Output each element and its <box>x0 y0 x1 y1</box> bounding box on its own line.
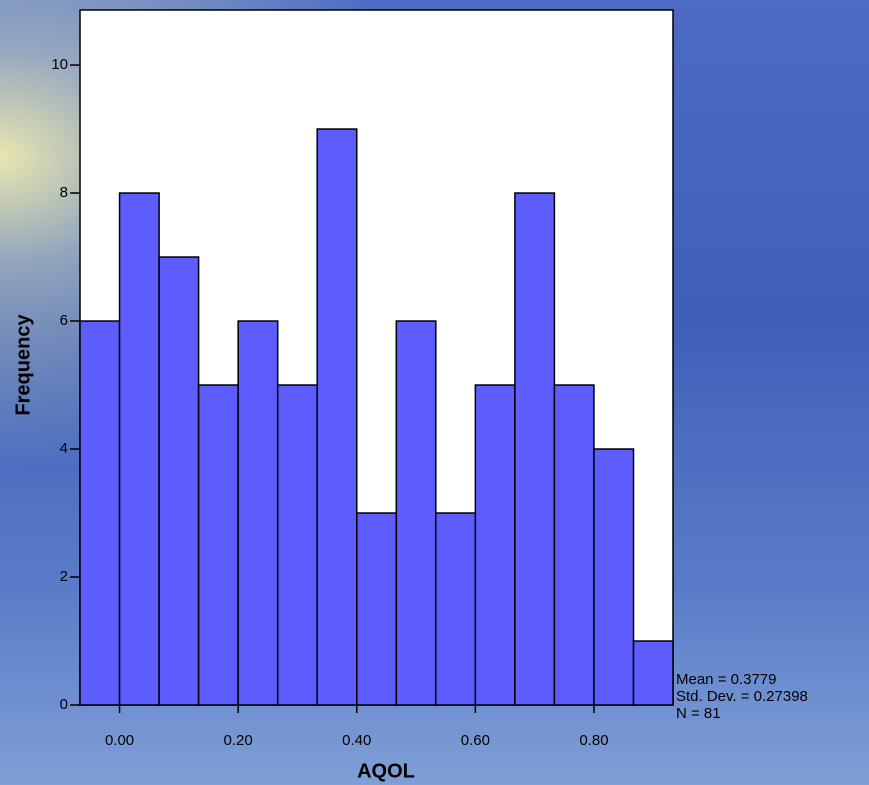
bar <box>199 385 239 705</box>
y-tick-label: 8 <box>60 184 68 201</box>
bar <box>317 129 357 705</box>
bar <box>634 641 673 705</box>
bar <box>357 513 397 705</box>
bar <box>396 321 435 705</box>
annotation: Mean = 0.3779 <box>676 671 777 688</box>
bar <box>80 321 120 705</box>
x-tick-label: 0.60 <box>461 732 490 749</box>
x-tick-label: 0.80 <box>579 732 608 749</box>
chart: AQOL Frequency 0 2 4 6 8 10 0.00 0.20 0.40 0.60 0.… <box>0 0 869 785</box>
bar <box>475 385 515 705</box>
bar <box>436 513 476 705</box>
x-tick-label: 0.20 <box>224 732 253 749</box>
y-tick-label: 0 <box>60 696 68 713</box>
bar <box>120 193 160 705</box>
y-tick-label: 6 <box>60 312 68 329</box>
y-axis-title: Frequency <box>12 314 34 416</box>
annotation: Std. Dev. = 0.27398 <box>676 688 808 705</box>
x-axis-title: AQOL <box>357 760 415 782</box>
bar <box>515 193 554 705</box>
y-tick-label: 2 <box>60 568 68 585</box>
annotation: N = 81 <box>676 705 721 722</box>
y-tick-label: 4 <box>60 440 68 457</box>
bar <box>278 385 317 705</box>
bar <box>554 385 594 705</box>
x-tick-label: 0.00 <box>105 732 134 749</box>
bar <box>159 257 198 705</box>
bar <box>594 449 634 705</box>
y-tick-label: 10 <box>51 56 68 73</box>
page: {"chart_data": {"type": "histogram", "x_… <box>0 0 869 785</box>
bar <box>238 321 278 705</box>
x-tick-label: 0.40 <box>342 732 371 749</box>
